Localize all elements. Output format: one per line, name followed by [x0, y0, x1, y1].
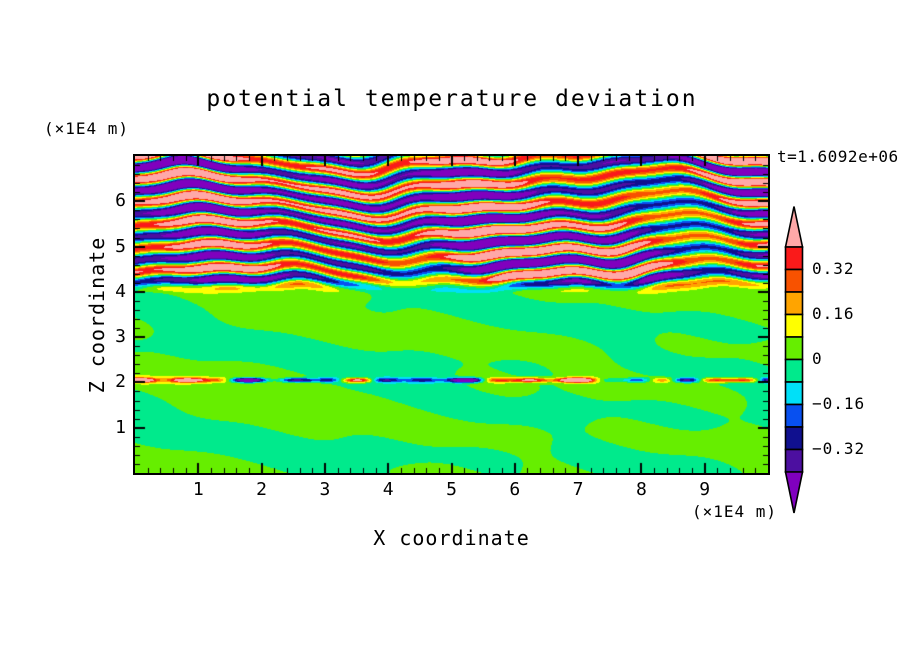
time-annotation: t=1.6092e+06: [777, 147, 899, 166]
colorbar-segment: [784, 381, 804, 406]
y-tick-label: 4: [115, 280, 126, 302]
colorbar-label: −0.16: [812, 394, 866, 413]
contour-field-canvas: [135, 156, 768, 473]
y-axis-unit-label: (×1E4 m): [44, 119, 130, 138]
colorbar-bottom-arrow: [784, 471, 804, 514]
x-tick-label: 7: [572, 479, 584, 500]
plot-area: [133, 154, 770, 475]
x-axis-unit-label: (×1E4 m): [691, 502, 777, 521]
x-tick-label: 4: [382, 479, 394, 500]
y-tick-label: 1: [115, 416, 126, 438]
y-tick-label: 5: [115, 235, 126, 257]
chart-title: potential temperature deviation: [206, 86, 698, 112]
colorbar-segment: [784, 426, 804, 451]
colorbar-label: 0: [812, 349, 823, 368]
colorbar: [784, 206, 804, 514]
colorbar-top-arrow: [784, 206, 804, 248]
colorbar-segment: [784, 313, 804, 338]
y-axis-title: Z coordinate: [85, 236, 109, 394]
colorbar-label: −0.32: [812, 439, 866, 458]
x-tick-label: 9: [699, 479, 711, 500]
colorbar-segment: [784, 358, 804, 383]
y-tick-label: 3: [115, 326, 126, 348]
colorbar-segment: [784, 246, 804, 271]
y-tick-label: 6: [115, 190, 126, 212]
colorbar-label: 0.16: [812, 304, 855, 323]
colorbar-label: 0.32: [812, 259, 855, 278]
x-tick-label: 2: [256, 479, 268, 500]
x-tick-label: 6: [509, 479, 521, 500]
x-tick-label: 8: [635, 479, 647, 500]
colorbar-segment: [784, 403, 804, 428]
x-tick-label: 1: [192, 479, 204, 500]
colorbar-segment: [784, 268, 804, 293]
x-axis-title: X coordinate: [373, 526, 530, 550]
x-tick-label: 3: [319, 479, 331, 500]
colorbar-segment: [784, 291, 804, 316]
colorbar-segment: [784, 448, 804, 473]
colorbar-segment: [784, 336, 804, 361]
y-tick-label: 2: [115, 371, 126, 393]
x-tick-label: 5: [446, 479, 457, 500]
